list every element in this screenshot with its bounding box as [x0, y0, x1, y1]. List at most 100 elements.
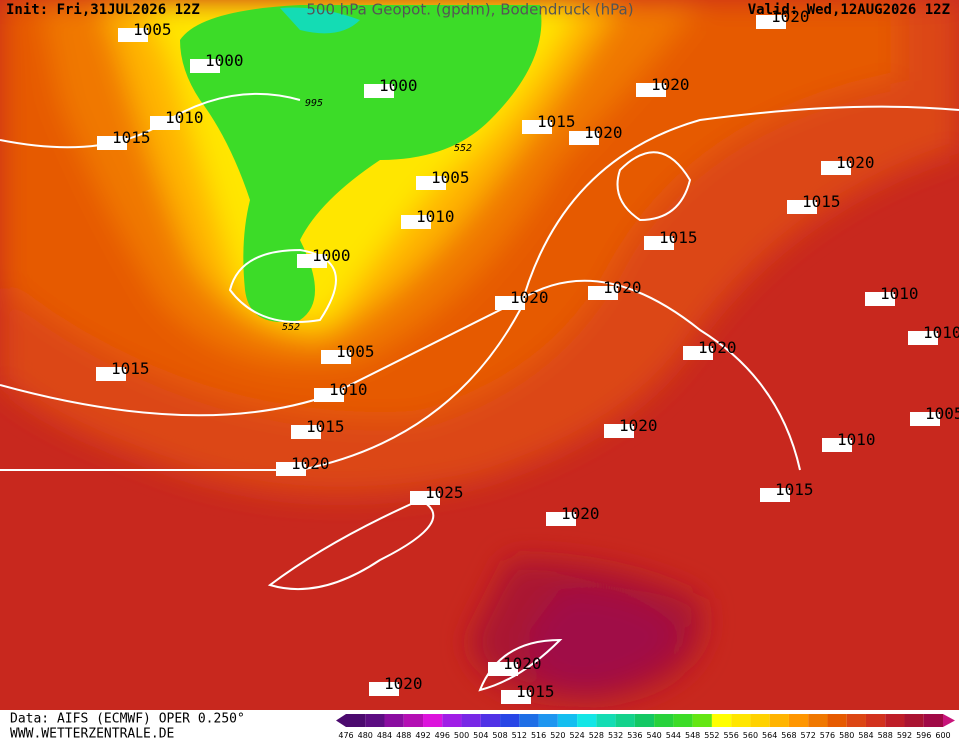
isobar-label: 1015	[516, 682, 555, 701]
isobar-label: 1015	[306, 417, 345, 436]
colorbar-swatch	[403, 714, 424, 727]
colorbar-label: 552	[704, 731, 719, 740]
valid-time: Valid: Wed,12AUG2026 12Z	[748, 2, 950, 18]
colorbar-label: 572	[801, 731, 816, 740]
colorbar-swatch	[885, 714, 905, 727]
isobar-label-box	[908, 331, 938, 345]
isobar-label: 1015	[775, 480, 814, 499]
colorbar-label: 484	[377, 731, 392, 740]
isobar-label-box	[588, 286, 618, 300]
isobar-label-box	[683, 346, 713, 360]
isobar-label-box	[190, 59, 220, 73]
colorbar-swatch	[808, 714, 828, 727]
isobar-label-box	[604, 424, 634, 438]
colorbar-label: 592	[897, 731, 912, 740]
colorbar-swatch	[384, 714, 404, 727]
isobar-label: 1010	[923, 323, 959, 342]
isobar-label: 1010	[416, 207, 455, 226]
isobar-label-box	[546, 512, 576, 526]
colorbar-label: 564	[762, 731, 777, 740]
low-height-core	[280, 7, 360, 34]
colorbar-label: 596	[916, 731, 931, 740]
isobar-label-box	[410, 491, 440, 505]
isobar-label: 1015	[537, 112, 576, 131]
isobar-label-box	[96, 367, 126, 381]
isobar-label-box	[401, 215, 431, 229]
colorbar-arrow-high	[943, 714, 955, 727]
isobar-label: 1020	[384, 674, 423, 693]
isobar-label: 1005	[133, 20, 172, 39]
isobar-label: 1020	[698, 338, 737, 357]
isobar-label: 1000	[312, 246, 351, 265]
isobar-label-box	[636, 83, 666, 97]
colorbar-swatch	[615, 714, 635, 727]
isobar-label: 1015	[659, 228, 698, 247]
colorbar-swatch	[788, 714, 809, 727]
colorbar-swatch	[577, 714, 597, 727]
isobar-label-box	[522, 120, 552, 134]
colorbar-label: 524	[569, 731, 584, 740]
isobar-label: 1010	[837, 430, 876, 449]
colorbar-swatch	[923, 714, 943, 727]
isobar-label: 1015	[111, 359, 150, 378]
colorbar-swatch	[731, 714, 751, 727]
colorbar-swatch	[538, 714, 558, 727]
colorbar-label: 504	[473, 731, 488, 740]
isobar-label: 1010	[329, 380, 368, 399]
colorbar-swatch	[423, 714, 443, 727]
isobar-label: 1005	[925, 404, 959, 423]
colorbar-label: 532	[608, 731, 623, 740]
isobar-label-box	[569, 131, 599, 145]
colorbar-label: 580	[839, 731, 854, 740]
colorbar-label: 488	[396, 731, 411, 740]
colorbar-label: 528	[589, 731, 604, 740]
colorbar-swatch	[365, 714, 385, 727]
isobar-label-box	[321, 350, 351, 364]
colorbar-label: 560	[743, 731, 758, 740]
isobar-label-box	[787, 200, 817, 214]
colorbar-label: 584	[858, 731, 873, 740]
isobar-label: 1000	[205, 51, 244, 70]
colorbar-label: 576	[820, 731, 835, 740]
isobar-label: 1020	[836, 153, 875, 172]
isobar-label: 1020	[603, 278, 642, 297]
isobar-label-box	[369, 682, 399, 696]
colorbar-swatch	[673, 714, 693, 727]
isobar-label-box	[756, 15, 786, 29]
colorbar-swatch	[827, 714, 847, 727]
isobar-label-box	[821, 161, 851, 175]
colorbar-swatch	[750, 714, 770, 727]
isobar-label: 1010	[880, 284, 919, 303]
colorbar-swatch	[480, 714, 501, 727]
colorbar-label: 544	[666, 731, 681, 740]
isobar-label-box	[297, 254, 327, 268]
isobar-label: 552	[282, 322, 300, 333]
colorbar-swatch	[596, 714, 616, 727]
isobar-label-box	[118, 28, 148, 42]
colorbar-label: 548	[685, 731, 700, 740]
isobar-label: 1005	[336, 342, 375, 361]
isobar-label: 1020	[510, 288, 549, 307]
isobar-label: 1020	[771, 7, 810, 26]
colorbar-label: 540	[646, 731, 661, 740]
colorbar-label: 500	[454, 731, 469, 740]
colorbar-label: 520	[550, 731, 565, 740]
isobar-label: 1020	[584, 123, 623, 142]
isobar-label-box	[364, 84, 394, 98]
isobar-label: 1020	[561, 504, 600, 523]
colorbar-label: 588	[878, 731, 893, 740]
isobar-label-box	[314, 388, 344, 402]
isobar-label-box	[501, 690, 531, 704]
isobar-label-box	[644, 236, 674, 250]
colorbar-swatch	[711, 714, 732, 727]
colorbar-label: 480	[358, 731, 373, 740]
colorbar-swatch	[865, 714, 886, 727]
isobar-label: 1020	[651, 75, 690, 94]
isobar-label: 1015	[802, 192, 841, 211]
isobar-label-box	[865, 292, 895, 306]
colorbar-swatch	[692, 714, 712, 727]
isobar-label-box	[488, 662, 518, 676]
colorbar-label: 556	[724, 731, 739, 740]
isobar-label: 1020	[291, 454, 330, 473]
